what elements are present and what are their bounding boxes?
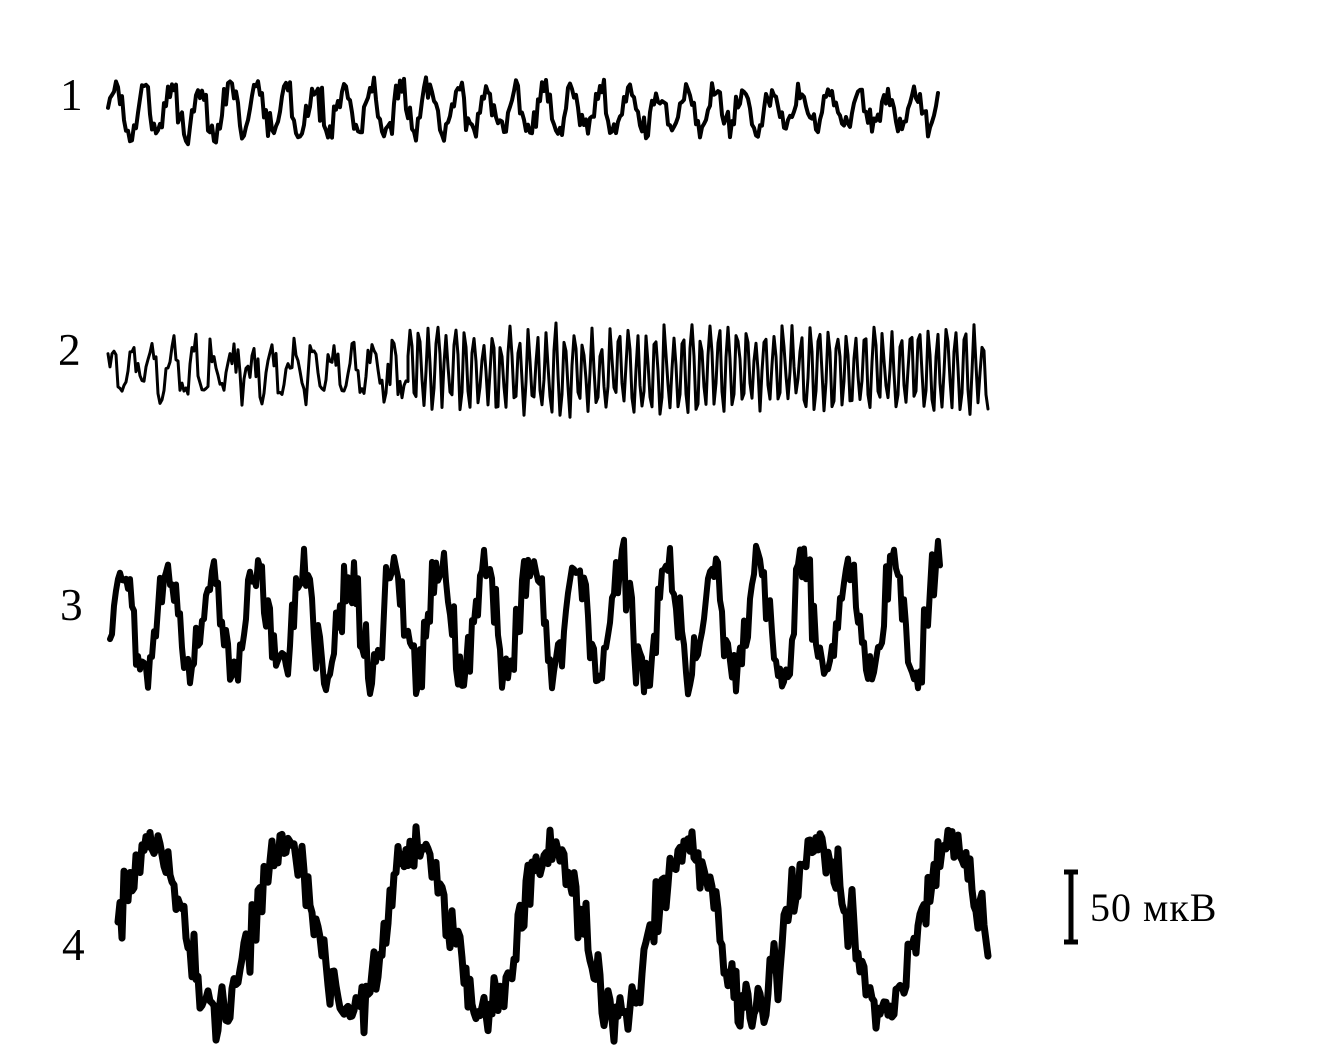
trace-4-waveform bbox=[118, 800, 988, 1020]
trace-3-label: 3 bbox=[60, 579, 83, 631]
trace-3-path bbox=[110, 540, 940, 695]
scale-bar-path bbox=[1064, 872, 1078, 942]
trace-2-label: 2 bbox=[58, 324, 81, 376]
scale-bar bbox=[1060, 870, 1082, 948]
trace-1-path bbox=[108, 77, 938, 144]
trace-4-label: 4 bbox=[62, 919, 85, 971]
trace-2-waveform bbox=[108, 285, 988, 435]
trace-1-waveform bbox=[108, 30, 938, 150]
scale-bar-label: 50 мкВ bbox=[1090, 884, 1217, 931]
figure-canvas: 1 2 3 4 50 мкВ bbox=[0, 0, 1323, 1062]
trace-3-waveform bbox=[110, 530, 940, 700]
trace-2-path bbox=[108, 323, 988, 417]
trace-4-path bbox=[118, 827, 988, 1041]
trace-1-label: 1 bbox=[60, 69, 83, 121]
